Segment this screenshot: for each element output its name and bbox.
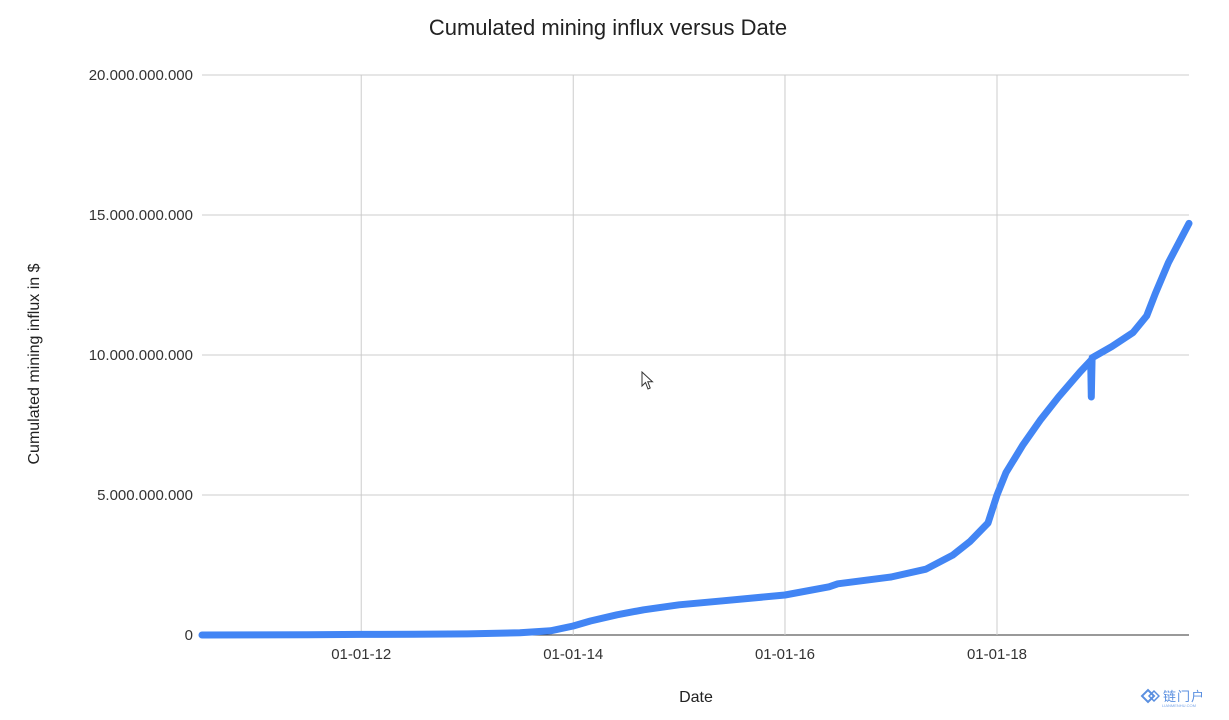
data-point bbox=[307, 634, 309, 636]
data-point bbox=[1079, 371, 1081, 373]
y-tick-label: 15.000.000.000 bbox=[89, 207, 193, 224]
data-point bbox=[952, 554, 954, 556]
y-axis-ticks: 0 5.000.000.000 10.000.000.000 15.000.000.0… bbox=[89, 67, 193, 644]
mouse-cursor-icon bbox=[641, 370, 655, 396]
data-point bbox=[1022, 444, 1024, 446]
series-group bbox=[198, 219, 1193, 639]
data-point bbox=[572, 625, 574, 627]
x-tick-label: 01-01-16 bbox=[755, 646, 815, 663]
data-point bbox=[1091, 357, 1093, 359]
data-point bbox=[722, 600, 724, 602]
y-tick-label: 0 bbox=[185, 627, 193, 644]
data-point bbox=[466, 633, 468, 635]
watermark-text: 链门户 bbox=[1163, 690, 1206, 705]
x-tick-label: 01-01-14 bbox=[543, 646, 603, 663]
data-point bbox=[1111, 346, 1113, 348]
x-tick-label: 01-01-12 bbox=[331, 646, 391, 663]
data-point bbox=[589, 620, 591, 622]
x-tick-label: 01-01-18 bbox=[967, 646, 1027, 663]
data-point bbox=[643, 609, 645, 611]
data-point bbox=[890, 576, 892, 578]
data-point bbox=[678, 604, 680, 606]
watermark-logo-icon bbox=[1140, 688, 1160, 703]
chart-title: Cumulated mining influx versus Date bbox=[429, 15, 787, 40]
data-point bbox=[550, 630, 552, 632]
data-point bbox=[925, 568, 927, 570]
x-axis-label: Date bbox=[679, 689, 713, 706]
data-point bbox=[828, 586, 830, 588]
data-point bbox=[360, 633, 362, 635]
data-point bbox=[519, 632, 521, 634]
data-point bbox=[1090, 396, 1092, 398]
watermark: 链门户 LIANMENHU.COM bbox=[1140, 686, 1206, 708]
data-point bbox=[996, 494, 998, 496]
y-tick-label: 10.000.000.000 bbox=[89, 347, 193, 364]
watermark-subtext: LIANMENHU.COM bbox=[1162, 703, 1197, 708]
y-tick-label: 5.000.000.000 bbox=[97, 487, 193, 504]
data-point bbox=[201, 634, 203, 636]
data-point bbox=[1090, 360, 1092, 362]
y-axis-label: Cumulated mining influx in $ bbox=[26, 263, 43, 464]
data-point bbox=[837, 583, 839, 585]
data-point bbox=[254, 634, 256, 636]
data-point bbox=[1057, 396, 1059, 398]
gridlines bbox=[202, 74, 1189, 636]
data-point bbox=[784, 594, 786, 596]
data-point bbox=[413, 633, 415, 635]
data-point bbox=[969, 540, 971, 542]
y-tick-label: 20.000.000.000 bbox=[89, 67, 193, 84]
data-point bbox=[1154, 292, 1156, 294]
data-point bbox=[1146, 315, 1148, 317]
data-point bbox=[987, 522, 989, 524]
series-line bbox=[198, 219, 1193, 639]
data-point bbox=[616, 614, 618, 616]
data-point bbox=[1132, 332, 1134, 334]
data-point bbox=[1005, 472, 1007, 474]
x-axis-ticks: 01-01-12 01-01-14 01-01-16 01-01-18 bbox=[331, 646, 1027, 663]
data-point bbox=[1040, 418, 1042, 420]
data-point bbox=[1167, 262, 1169, 264]
data-point bbox=[1188, 222, 1190, 224]
